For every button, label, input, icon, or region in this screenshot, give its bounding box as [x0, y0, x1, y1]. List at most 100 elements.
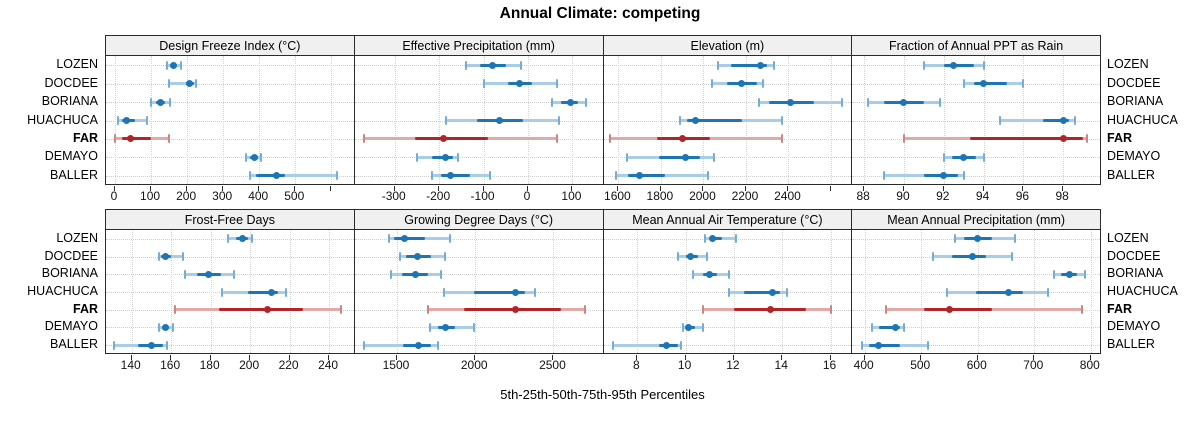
grid-line-horizontal	[106, 345, 354, 347]
median-dot	[161, 323, 169, 331]
grid-line-vertical	[115, 56, 116, 184]
panel-strip-mean-annual-precipitation-mm: Mean Annual Precipitation (mm)	[851, 209, 1101, 230]
interval-25-75	[709, 237, 722, 241]
grid-line-horizontal	[106, 138, 354, 140]
axis-tick	[1022, 186, 1024, 191]
axis-tick	[863, 186, 865, 191]
axis-tick-label: 300	[212, 189, 233, 203]
whisker-cap	[1074, 116, 1077, 125]
whisker-cap	[982, 60, 985, 70]
whisker-cap	[428, 322, 431, 332]
interval-25-75	[924, 308, 992, 312]
interval-5-95	[999, 119, 1076, 122]
interval-25-75	[1043, 119, 1070, 122]
whisker-cap	[179, 60, 182, 70]
whisker-cap	[439, 269, 442, 279]
whisker-cap	[884, 305, 887, 315]
axis-tick	[829, 186, 831, 191]
grid-line-vertical	[295, 56, 297, 184]
whisker-cap	[706, 171, 709, 181]
median-dot	[441, 323, 449, 331]
site-label-left-demayo: DEMAYO	[44, 149, 98, 164]
median-dot	[960, 153, 968, 161]
median-dot	[787, 98, 795, 106]
grid-line-horizontal	[106, 65, 354, 67]
median-dot	[268, 288, 276, 296]
grid-line-vertical	[439, 56, 441, 184]
whisker-cap	[1084, 269, 1087, 279]
interval-25-75	[743, 290, 780, 294]
whisker-cap	[677, 252, 680, 262]
axis-tick-label: 2500	[539, 358, 566, 372]
axis-tick	[1089, 355, 1091, 360]
site-label-left-lozen: LOZEN	[56, 57, 98, 72]
median-dot	[945, 306, 953, 314]
whisker-cap	[442, 287, 445, 297]
interval-25-75	[218, 308, 304, 312]
grid-line-vertical	[289, 230, 291, 353]
interval-25-75	[943, 63, 974, 67]
axis-tick-label: 2000	[689, 189, 716, 203]
grid-line-vertical	[864, 56, 866, 184]
interval-25-75	[248, 290, 278, 294]
median-dot	[1005, 288, 1013, 296]
whisker-cap	[584, 97, 587, 107]
grid-line-horizontal	[852, 120, 1100, 122]
median-dot	[238, 235, 246, 243]
axis-tick	[330, 186, 332, 191]
axis-tick-label: 14	[774, 358, 788, 372]
axis-tick	[617, 186, 619, 191]
panel-growing-degree-days-c	[353, 230, 604, 354]
grid-line-vertical	[637, 230, 639, 353]
axis-tick-label: 400	[248, 189, 269, 203]
site-label-left-far: FAR	[73, 130, 98, 145]
axis-tick	[395, 355, 397, 360]
axis-tick-label: 220	[278, 358, 299, 372]
median-dot	[186, 80, 194, 88]
site-label-right-huachuca: HUACHUCA	[1107, 284, 1178, 298]
interval-25-75	[627, 174, 666, 178]
site-label-left-huachuca: HUACHUCA	[27, 284, 98, 298]
whisker-cap	[703, 234, 706, 244]
panel-strip-mean-annual-air-temperature-c: Mean Annual Air Temperature (°C)	[602, 209, 853, 230]
axis-tick-label: 98	[1055, 189, 1069, 203]
whisker-cap	[399, 252, 402, 262]
panel-fraction-of-annual-ppt-as-rain	[851, 56, 1101, 185]
grid-line-horizontal	[106, 102, 354, 104]
median-dot	[708, 235, 716, 243]
whisker-cap	[781, 116, 784, 125]
interval-25-75	[473, 290, 526, 294]
axis-tick	[249, 355, 251, 360]
grid-line-vertical	[259, 56, 261, 184]
grid-line-horizontal	[354, 274, 603, 276]
whisker-cap	[363, 340, 366, 350]
axis-tick	[114, 186, 115, 191]
whisker-cap	[112, 340, 115, 350]
whisker-cap	[245, 152, 248, 162]
whisker-cap	[927, 340, 929, 350]
whisker-cap	[945, 287, 948, 297]
whisker-cap	[938, 97, 941, 107]
whisker-cap	[772, 60, 775, 70]
whisker-cap	[682, 322, 685, 332]
whisker-cap	[533, 287, 536, 297]
site-label-right-demayo: DEMAYO	[1107, 319, 1161, 334]
grid-line-horizontal	[354, 157, 603, 159]
median-dot	[147, 341, 155, 349]
axis-tick	[1062, 186, 1064, 191]
site-label-left-far: FAR	[73, 301, 98, 316]
median-dot	[662, 341, 670, 349]
interval-5-95	[250, 174, 338, 178]
grid-line-horizontal	[106, 120, 354, 122]
whisker-cap	[195, 79, 198, 89]
whisker-cap	[867, 97, 870, 107]
whisker-cap	[555, 134, 558, 144]
whisker-cap	[871, 322, 874, 332]
grid-line-horizontal	[106, 256, 354, 258]
site-label-right-docdee: DOCDEE	[1107, 248, 1161, 263]
whisker-cap	[786, 287, 789, 297]
median-dot	[757, 61, 765, 69]
axis-tick	[222, 186, 224, 191]
axis-tick	[328, 355, 330, 360]
